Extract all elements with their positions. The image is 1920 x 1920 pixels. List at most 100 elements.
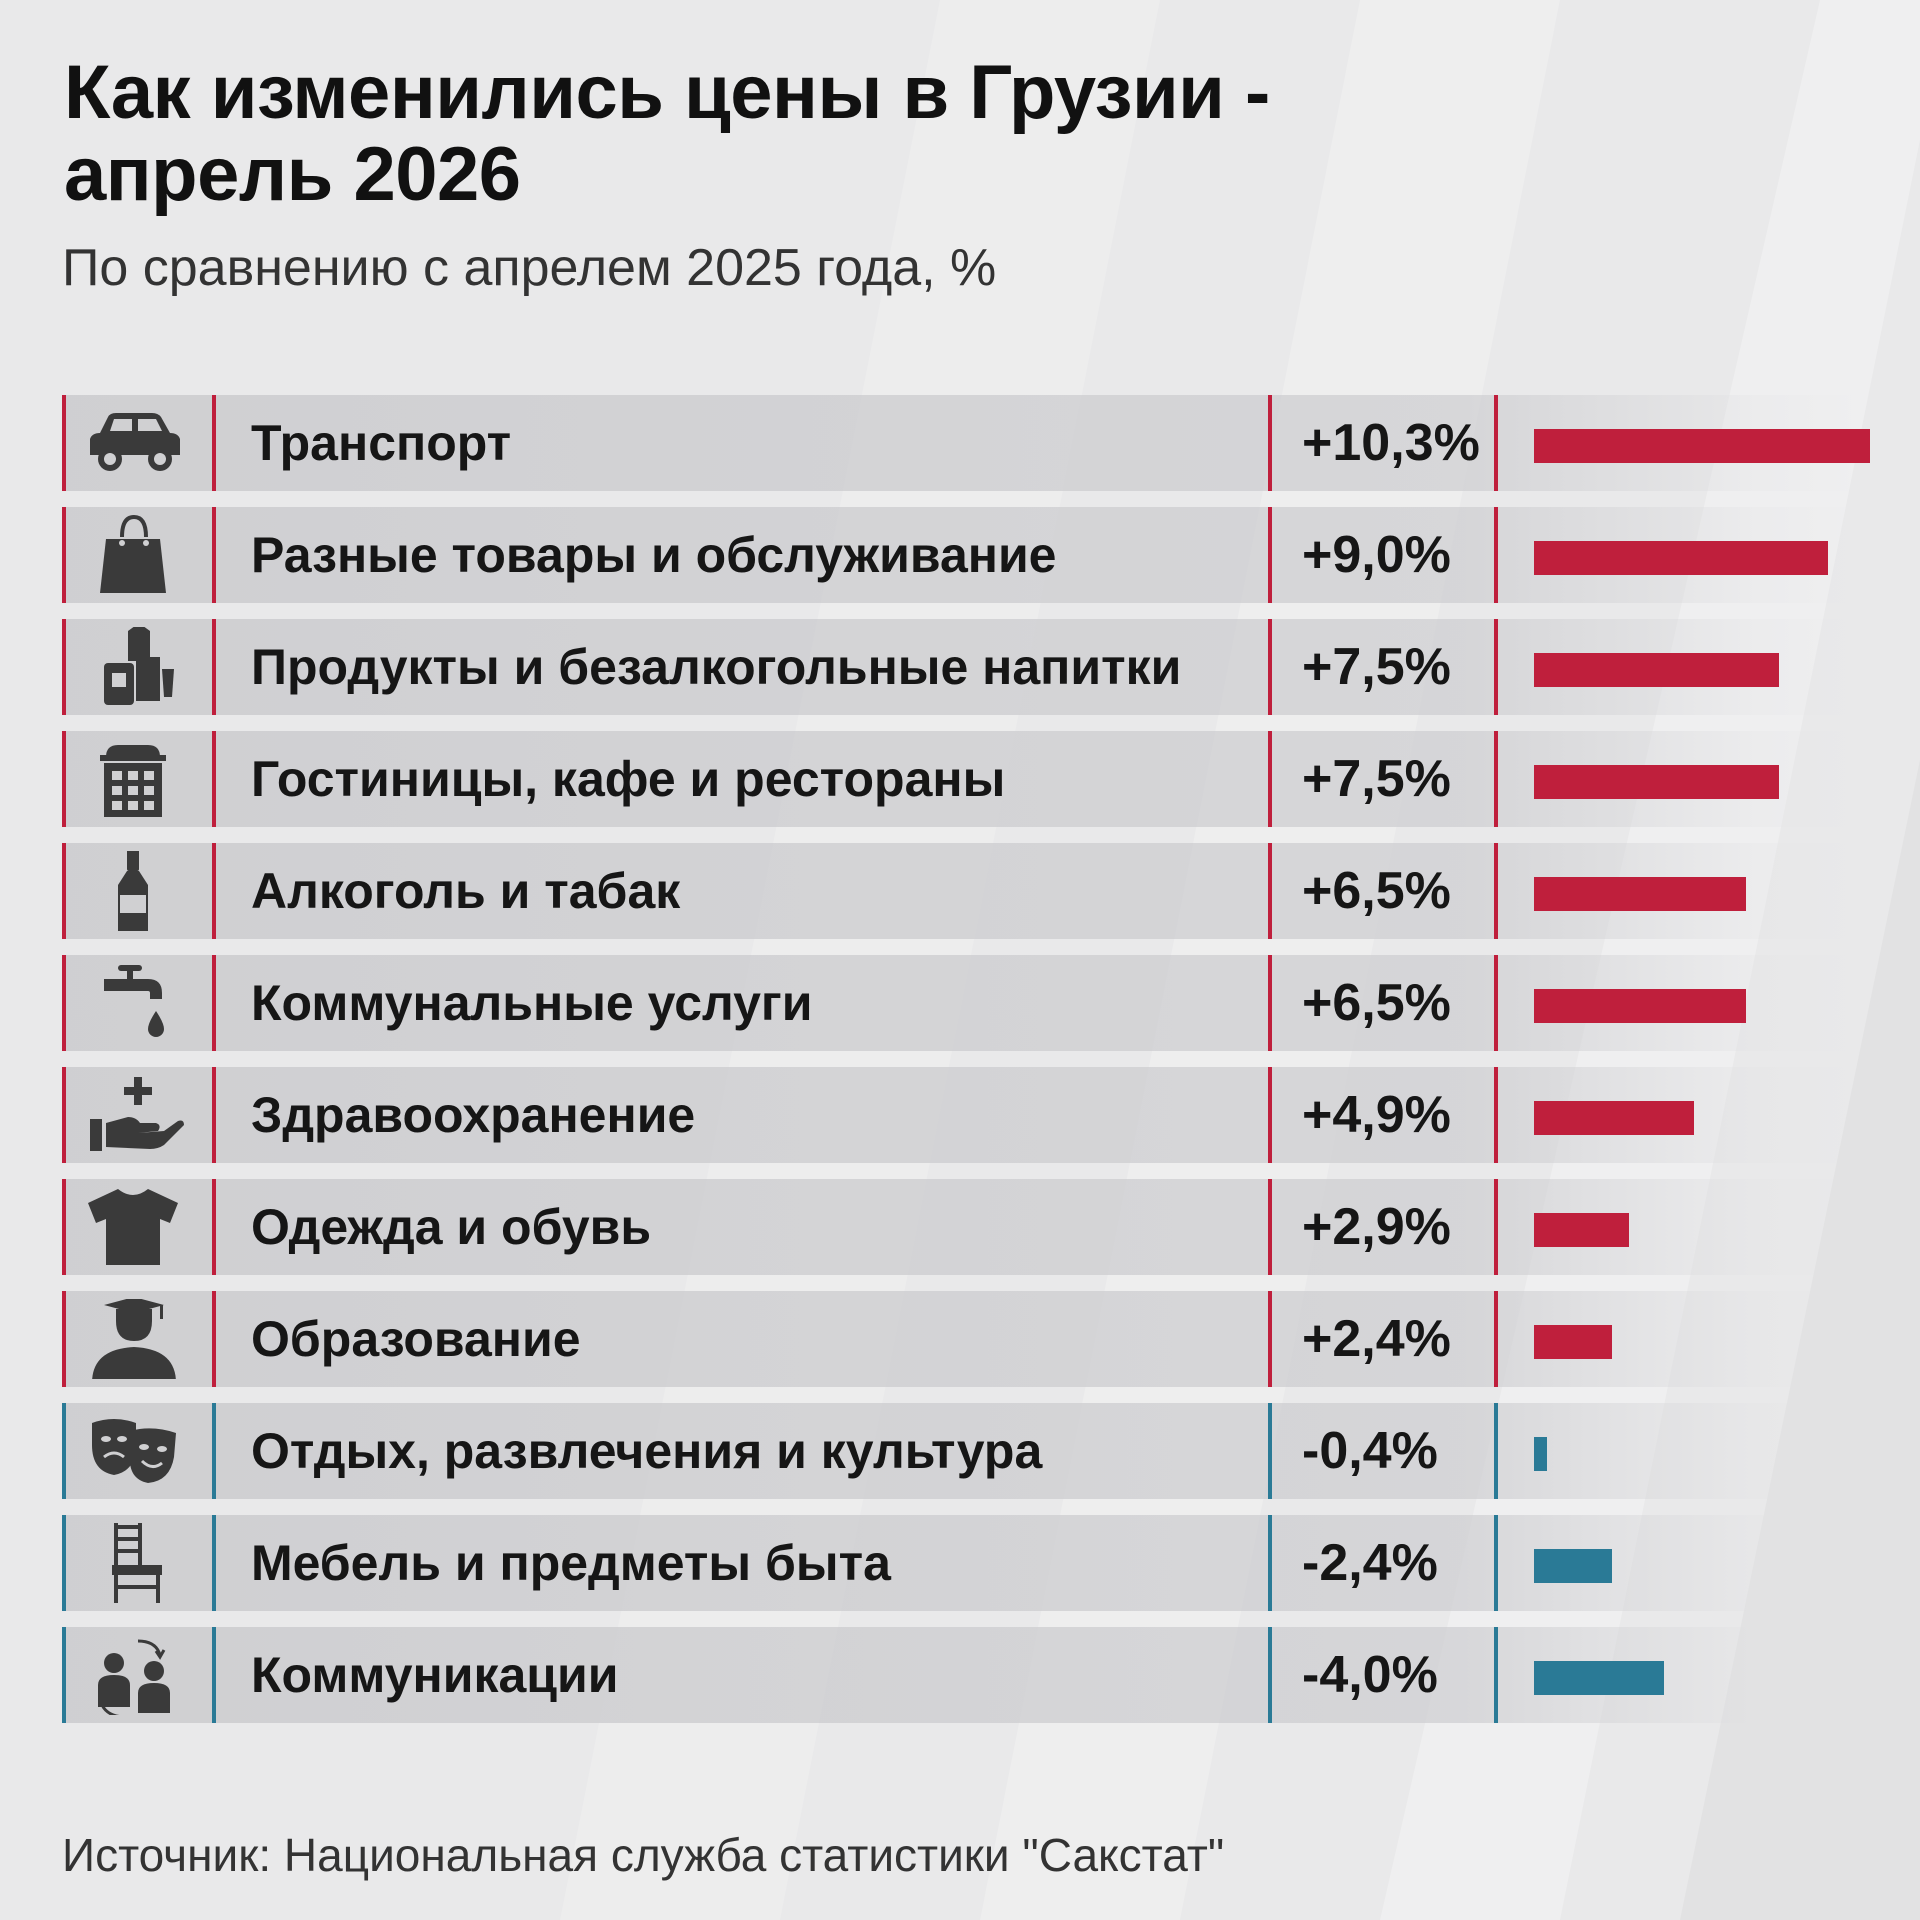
value-label: +7,5% [1302, 750, 1451, 808]
icon-divider-line [212, 1067, 216, 1163]
category-label: Разные товары и обслуживание [251, 527, 1057, 583]
value-bar [1534, 877, 1746, 911]
category-label: Мебель и предметы быта [251, 1535, 891, 1591]
bar-divider-line [1494, 731, 1498, 827]
value-divider-line [1268, 1403, 1272, 1499]
row-edge-line [62, 619, 66, 715]
icon-divider-line [212, 619, 216, 715]
bar-divider-line [1494, 507, 1498, 603]
icon-divider-line [212, 1179, 216, 1275]
row-edge-line [62, 1627, 66, 1723]
bar-divider-line [1494, 955, 1498, 1051]
chart-row: Мебель и предметы быта -2,4% [62, 1515, 1860, 1611]
bar-divider-line [1494, 843, 1498, 939]
value-divider-line [1268, 395, 1272, 491]
title-line-2: апрель 2026 [64, 132, 521, 217]
chart-row: Отдых, развлечения и культура -0,4% [62, 1403, 1860, 1499]
chair-icon [78, 1523, 188, 1603]
row-edge-line [62, 395, 66, 491]
row-edge-line [62, 731, 66, 827]
value-label: +2,4% [1302, 1310, 1451, 1368]
value-bar [1534, 1661, 1664, 1695]
value-label: -2,4% [1302, 1534, 1438, 1592]
category-label: Отдых, развлечения и культура [251, 1423, 1043, 1479]
value-label: +6,5% [1302, 862, 1451, 920]
chart-title: Как изменились цены в Грузии - апрель 20… [64, 52, 1564, 216]
tshirt-icon [78, 1187, 188, 1267]
value-label: -4,0% [1302, 1646, 1438, 1704]
value-bar [1534, 1437, 1547, 1471]
chart-row: Коммунальные услуги +6,5% [62, 955, 1860, 1051]
icon-divider-line [212, 395, 216, 491]
category-label: Транспорт [251, 415, 512, 471]
icon-divider-line [212, 507, 216, 603]
value-label: +6,5% [1302, 974, 1451, 1032]
chart-row: Продукты и безалкогольные напитки +7,5% [62, 619, 1860, 715]
value-divider-line [1268, 1179, 1272, 1275]
chart-subtitle: По сравнению с апрелем 2025 года, % [62, 239, 997, 297]
icon-divider-line [212, 1627, 216, 1723]
row-edge-line [62, 1067, 66, 1163]
category-label: Коммуникации [251, 1647, 619, 1703]
value-divider-line [1268, 955, 1272, 1051]
row-edge-line [62, 1179, 66, 1275]
source-note: Источник: Национальная служба статистики… [62, 1829, 1225, 1881]
bar-divider-line [1494, 619, 1498, 715]
bar-divider-line [1494, 1067, 1498, 1163]
theater-masks-icon [78, 1411, 188, 1491]
chart-row: Транспорт +10,3% [62, 395, 1870, 491]
row-edge-line [62, 955, 66, 1051]
icon-divider-line [212, 955, 216, 1051]
car-icon [78, 403, 188, 483]
value-bar [1534, 429, 1870, 463]
value-divider-line [1268, 1515, 1272, 1611]
communication-people-icon [78, 1635, 188, 1715]
value-bar [1534, 1549, 1612, 1583]
category-label: Одежда и обувь [251, 1199, 652, 1255]
value-divider-line [1268, 1627, 1272, 1723]
value-bar [1534, 541, 1828, 575]
value-divider-line [1268, 507, 1272, 603]
value-divider-line [1268, 619, 1272, 715]
category-label: Образование [251, 1311, 581, 1367]
row-edge-line [62, 507, 66, 603]
row-edge-line [62, 1515, 66, 1611]
icon-divider-line [212, 843, 216, 939]
value-divider-line [1268, 843, 1272, 939]
shopping-bag-icon [78, 515, 188, 595]
graduate-icon [78, 1299, 188, 1379]
value-label: -0,4% [1302, 1422, 1438, 1480]
bottle-icon [78, 851, 188, 931]
icon-divider-line [212, 1291, 216, 1387]
bar-divider-line [1494, 1515, 1498, 1611]
value-label: +4,9% [1302, 1086, 1451, 1144]
icon-divider-line [212, 731, 216, 827]
bar-divider-line [1494, 395, 1498, 491]
value-bar [1534, 989, 1746, 1023]
groceries-icon [78, 627, 188, 707]
water-tap-icon [78, 963, 188, 1043]
value-bar [1534, 1101, 1694, 1135]
chart-row: Алкоголь и табак +6,5% [62, 843, 1860, 939]
value-bar [1534, 653, 1779, 687]
chart-row: Образование +2,4% [62, 1291, 1860, 1387]
bar-divider-line [1494, 1627, 1498, 1723]
chart-row: Гостиницы, кафе и рестораны +7,5% [62, 731, 1860, 827]
category-label: Здравоохранение [251, 1087, 696, 1143]
bar-divider-line [1494, 1179, 1498, 1275]
icon-divider-line [212, 1403, 216, 1499]
category-label: Алкоголь и табак [251, 863, 681, 919]
category-label: Коммунальные услуги [251, 975, 813, 1031]
value-label: +7,5% [1302, 638, 1451, 696]
value-divider-line [1268, 1067, 1272, 1163]
value-divider-line [1268, 1291, 1272, 1387]
icon-divider-line [212, 1515, 216, 1611]
value-label: +10,3% [1302, 414, 1480, 472]
value-label: +9,0% [1302, 526, 1451, 584]
value-bar [1534, 1325, 1612, 1359]
category-label: Гостиницы, кафе и рестораны [251, 751, 1006, 807]
chart-row: Коммуникации -4,0% [62, 1627, 1860, 1723]
chart-row: Одежда и обувь +2,9% [62, 1179, 1860, 1275]
row-edge-line [62, 843, 66, 939]
bar-divider-line [1494, 1291, 1498, 1387]
